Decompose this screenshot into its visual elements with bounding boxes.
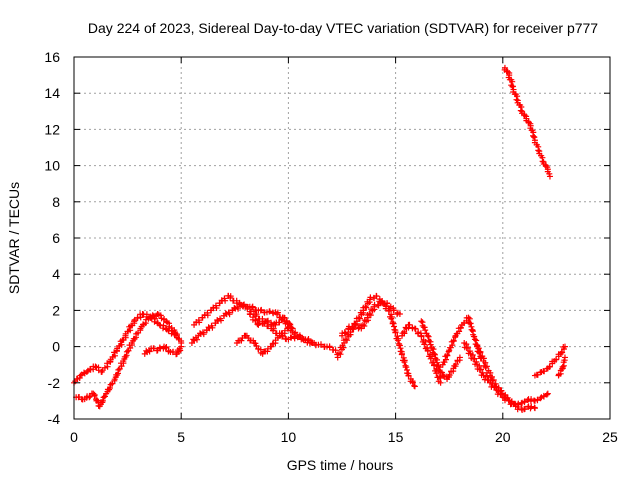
series-trace — [235, 325, 291, 356]
y-tick-label: 0 — [52, 339, 60, 355]
axis-ticks: 0 5 10 15 20 25 -4 -2 0 2 4 6 8 10 12 14 16 — [44, 49, 618, 445]
data-points — [71, 64, 568, 413]
series-trace — [419, 319, 463, 380]
series-trace — [143, 344, 184, 358]
x-tick-label: 10 — [281, 429, 297, 445]
series-1 — [71, 311, 180, 386]
data-point — [431, 350, 438, 357]
y-tick-label: 2 — [52, 302, 60, 318]
data-point — [471, 336, 478, 343]
series-3 — [141, 343, 185, 358]
series-trace — [501, 66, 553, 177]
x-tick-label: 0 — [70, 429, 78, 445]
series-14 — [474, 343, 538, 413]
series-17 — [501, 64, 553, 180]
data-point — [546, 173, 553, 180]
series-trace — [247, 311, 295, 331]
y-tick-label: 4 — [52, 266, 60, 282]
y-tick-label: 16 — [44, 49, 60, 65]
series-trace — [339, 299, 401, 337]
series-trace — [474, 345, 538, 413]
x-tick-label: 20 — [495, 429, 511, 445]
y-axis-label: SDTVAR / TECUs — [6, 182, 22, 294]
x-tick-label: 25 — [602, 429, 618, 445]
y-tick-label: 10 — [44, 158, 60, 174]
series-trace — [75, 311, 185, 409]
data-point — [418, 318, 425, 325]
x-axis-label: GPS time / hours — [287, 457, 394, 473]
y-tick-label: 8 — [52, 194, 60, 210]
x-tick-label: 5 — [177, 429, 185, 445]
y-tick-label: 14 — [44, 85, 60, 101]
series-11 — [418, 318, 463, 383]
grid-lines — [74, 57, 610, 419]
series-16 — [555, 354, 568, 379]
series-9 — [339, 299, 403, 339]
data-point — [411, 383, 418, 390]
y-tick-label: -4 — [48, 411, 61, 427]
y-tick-label: 6 — [52, 230, 60, 246]
series-trace — [334, 293, 418, 389]
chart-title: Day 224 of 2023, Sidereal Day-to-day VTE… — [88, 20, 598, 36]
data-point — [289, 325, 296, 332]
data-point — [544, 390, 551, 397]
series-5 — [191, 292, 318, 346]
series-7 — [246, 311, 296, 332]
y-tick-label: -2 — [48, 375, 61, 391]
x-tick-label: 15 — [388, 429, 404, 445]
series-15 — [531, 343, 568, 379]
series-trace — [399, 321, 444, 385]
series-2 — [73, 311, 185, 410]
series-12 — [439, 314, 485, 368]
y-tick-label: 12 — [44, 121, 60, 137]
series-4 — [188, 301, 339, 354]
series-trace — [533, 344, 567, 378]
series-trace — [555, 357, 568, 378]
